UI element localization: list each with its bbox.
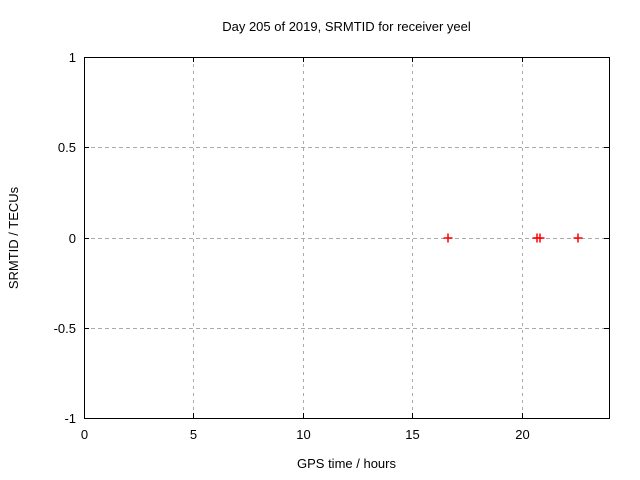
x-tick-label: 15 (405, 427, 419, 442)
y-tick-label: -1 (64, 411, 76, 426)
data-point-marker (535, 233, 545, 243)
y-tick-label: -0.5 (54, 321, 76, 336)
plot-border (84, 57, 610, 419)
data-point-marker (443, 233, 453, 243)
chart-title: Day 205 of 2019, SRMTID for receiver yee… (222, 19, 471, 34)
x-axis-label: GPS time / hours (297, 456, 396, 471)
x-tick-label: 5 (190, 427, 197, 442)
data-point-marker (573, 233, 583, 243)
y-tick-label: 1 (69, 50, 76, 65)
y-tick-label: 0 (69, 231, 76, 246)
x-tick-label: 0 (81, 427, 88, 442)
y-tick-label: 0.5 (58, 140, 76, 155)
x-tick-label: 10 (296, 427, 310, 442)
x-tick-label: 20 (515, 427, 529, 442)
